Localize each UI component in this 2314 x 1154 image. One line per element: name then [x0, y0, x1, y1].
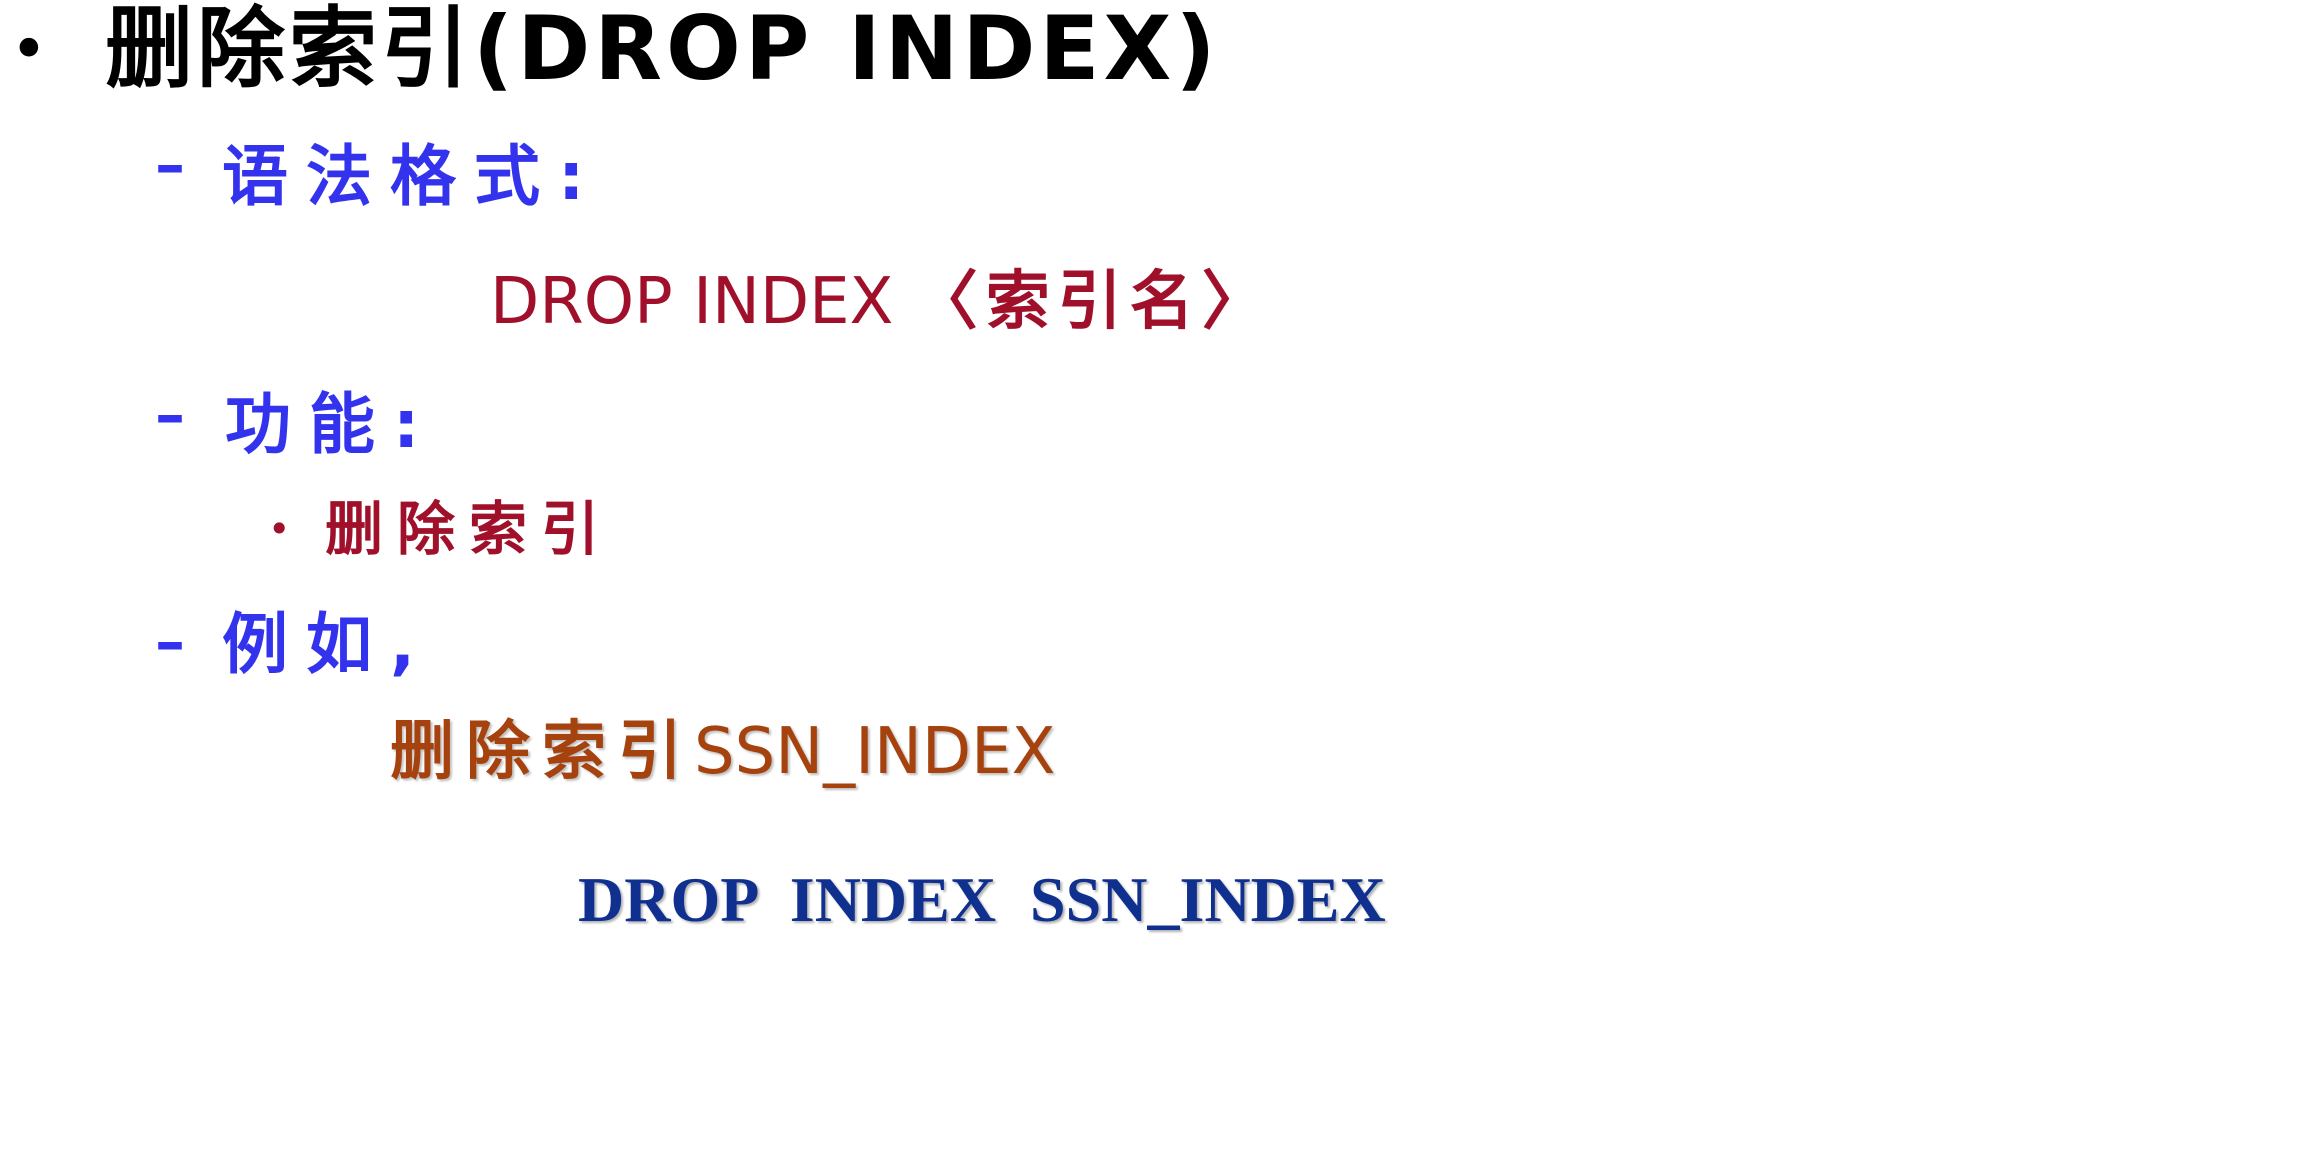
example-dash: –	[155, 607, 185, 677]
syntax-dash: –	[155, 130, 185, 200]
heading-bullet: •	[10, 13, 48, 87]
function-dash: –	[155, 380, 185, 450]
slide-title: 删除索引(DROP INDEX)	[105, 0, 1220, 100]
syntax-keyword: DROP INDEX	[490, 265, 914, 339]
syntax-label: 语法格式:	[222, 138, 603, 215]
example-desc-cn: 删除索引	[390, 715, 694, 789]
syntax-statement: DROP INDEX 〈索引名〉	[490, 270, 1274, 334]
example-code: DROP INDEX SSN_INDEX	[578, 864, 1386, 935]
example-label: 例如,	[222, 606, 434, 683]
syntax-param: 〈索引名〉	[913, 265, 1274, 339]
function-item: 删除索引	[325, 495, 614, 563]
function-label: 功能:	[225, 386, 438, 463]
example-desc-name: SSN_INDEX	[694, 715, 1056, 789]
function-bullet: •	[268, 507, 291, 551]
example-description: 删除索引SSN_INDEX	[390, 720, 1055, 784]
